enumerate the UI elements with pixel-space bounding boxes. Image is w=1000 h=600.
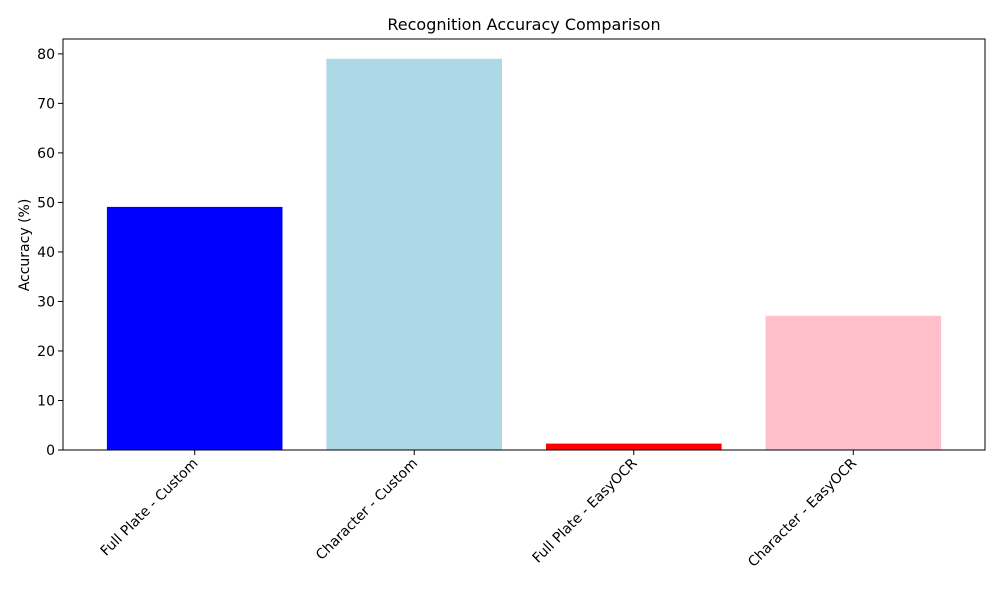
y-tick-label: 30 [37,294,55,310]
x-tick-label: Character - EasyOCR [745,455,860,570]
bar [106,206,283,450]
y-tick-label: 10 [37,393,55,409]
y-tick-label: 80 [37,47,55,63]
y-tick-label: 50 [37,195,55,211]
y-tick-label: 70 [37,96,55,112]
plot-area: Full Plate - Custom Character - Custom Ful… [37,38,986,570]
bar [765,315,942,450]
y-tick-label: 40 [37,245,55,261]
y-tick-label: 20 [37,344,55,360]
axes-frame [62,38,986,451]
y-axis-label: Accuracy (%) [17,199,33,292]
bar [546,443,722,450]
y-tick-label: 0 [46,443,55,459]
x-tick-label: Character - Custom [313,456,421,564]
x-tick-label: Full Plate - EasyOCR [530,455,641,566]
y-tick-label: 60 [37,146,55,162]
chart-title: Recognition Accuracy Comparison [387,15,660,34]
bar [326,58,502,451]
x-tick-label: Full Plate - Custom [98,456,202,560]
